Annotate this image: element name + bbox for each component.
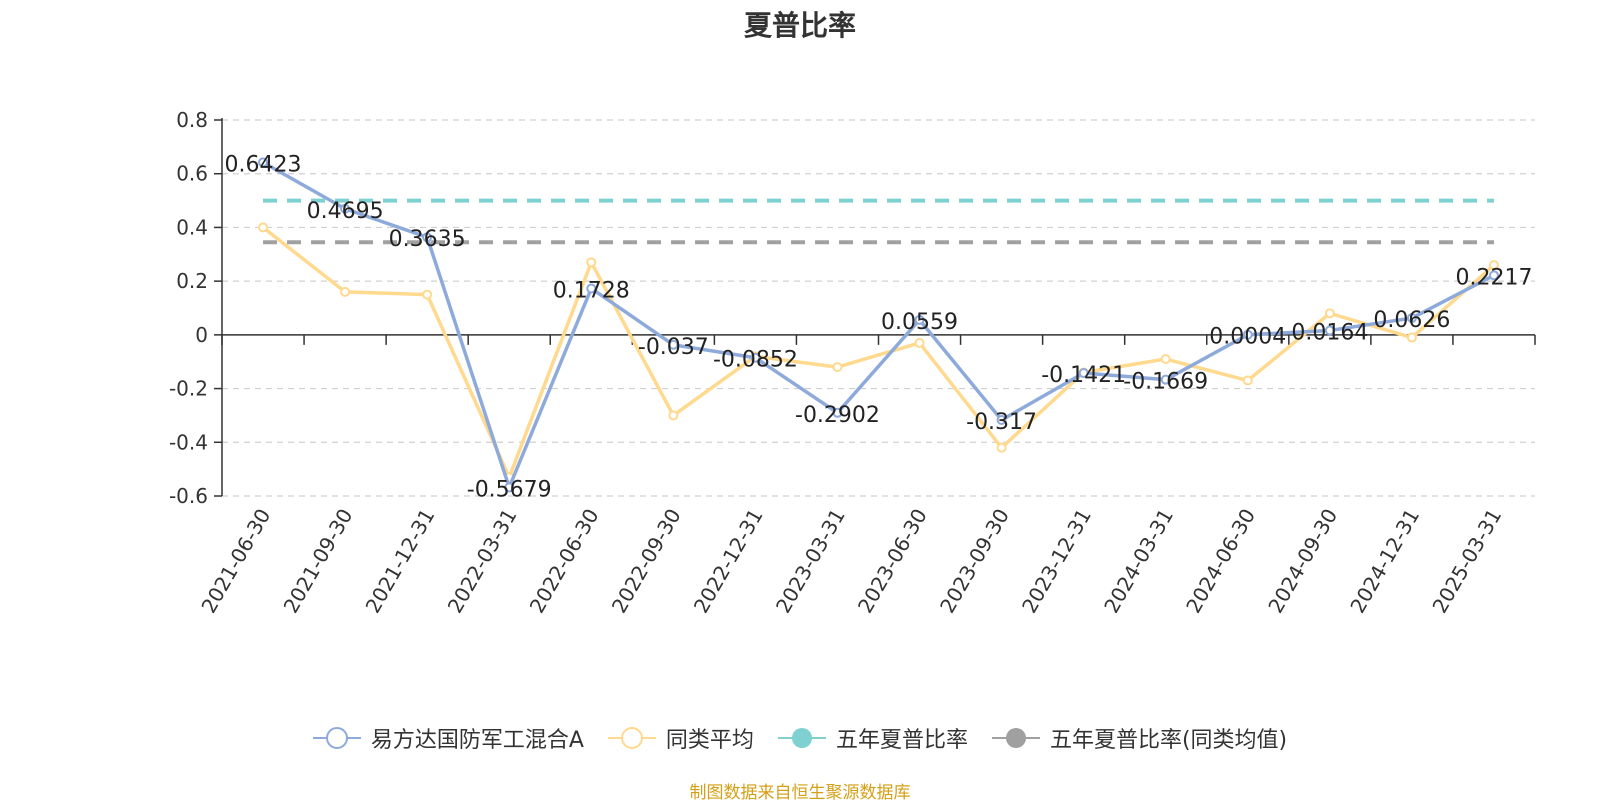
- x-tick-label: 2024-12-31: [1345, 505, 1424, 618]
- data-point: [258, 222, 269, 233]
- y-tick-label: 0: [195, 323, 208, 347]
- legend-item-peer-average[interactable]: 同类平均: [607, 722, 754, 754]
- x-tick-label: 2024-06-30: [1181, 505, 1260, 618]
- y-tick-label: 0.2: [176, 269, 208, 293]
- x-tick-label: 2023-06-30: [853, 505, 932, 618]
- grid-lines: [222, 119, 1535, 497]
- data-point: [914, 337, 925, 348]
- x-tick-label: 2024-09-30: [1263, 505, 1342, 618]
- legend-label: 五年夏普比率(同类均值): [1049, 728, 1288, 753]
- data-point: [668, 410, 679, 421]
- y-tick-label: -0.6: [169, 484, 208, 508]
- data-point: [750, 352, 761, 363]
- x-tick-label: 2022-12-31: [689, 505, 768, 618]
- data-point: [1242, 329, 1253, 340]
- y-tick-label: 0.8: [176, 108, 208, 132]
- data-point: [422, 232, 433, 243]
- data-label: -0.5679: [467, 477, 552, 502]
- series-line: [261, 226, 1496, 479]
- reference-lines: [263, 198, 1494, 245]
- data-point: [1488, 270, 1499, 281]
- data-label: 0.2217: [1455, 265, 1532, 290]
- source-note: 制图数据来自恒生聚源数据库: [689, 783, 911, 803]
- y-tick-label: 0.6: [176, 162, 208, 186]
- series-lines: [258, 157, 1499, 493]
- x-tick-label: 2022-09-30: [607, 505, 686, 618]
- data-point: [1406, 332, 1417, 343]
- data-label: -0.037: [638, 335, 709, 360]
- data-point: [1078, 368, 1089, 379]
- data-point: [1324, 308, 1335, 319]
- legend-open-circle-icon: [312, 727, 361, 749]
- legend-label: 五年夏普比率: [835, 728, 968, 753]
- y-tick-label: -0.2: [169, 377, 208, 401]
- data-label: 0.1728: [553, 278, 630, 303]
- data-label: 0.0004: [1209, 325, 1286, 350]
- data-label: -0.2902: [795, 403, 880, 428]
- legend-label: 同类平均: [665, 728, 754, 753]
- x-tick-label: 2021-12-31: [361, 505, 440, 618]
- data-point: [1406, 313, 1417, 324]
- data-point: [586, 283, 597, 294]
- data-label: -0.317: [966, 410, 1037, 435]
- data-point: [422, 289, 433, 300]
- data-point: [996, 414, 1007, 425]
- data-point: [340, 286, 351, 297]
- data-labels: 0.64230.46950.3635-0.56790.1728-0.037-0.…: [225, 152, 1533, 502]
- data-point: [1324, 325, 1335, 336]
- data-point: [832, 362, 843, 373]
- legend-item-five-year[interactable]: 五年夏普比率: [777, 722, 968, 754]
- data-point: [1160, 374, 1171, 385]
- data-label: -0.1669: [1123, 370, 1208, 395]
- data-point: [668, 339, 679, 350]
- x-tick-label: 2023-09-30: [935, 505, 1014, 618]
- legend-filled-circle-icon: [777, 728, 826, 748]
- data-point: [258, 157, 269, 168]
- data-point: [1160, 354, 1171, 365]
- x-tick-label: 2023-03-31: [771, 505, 850, 618]
- data-point: [832, 407, 843, 418]
- legend: 易方达国防军工混合A 同类平均 五年夏普比率 五年夏普比率(同类均值): [0, 722, 1600, 754]
- data-point: [340, 203, 351, 214]
- legend-filled-circle-icon: [991, 728, 1040, 748]
- x-tick-label: 2025-03-31: [1427, 505, 1506, 618]
- legend-item-five-year-peer[interactable]: 五年夏普比率(同类均值): [991, 722, 1288, 754]
- data-label: 0.0164: [1291, 320, 1368, 345]
- data-label: 0.0626: [1373, 308, 1450, 333]
- data-label: 0.4695: [307, 199, 384, 224]
- data-label: -0.1421: [1041, 363, 1126, 388]
- x-tick-label: 2022-06-30: [525, 505, 604, 618]
- data-point: [996, 442, 1007, 453]
- legend-item-fund[interactable]: 易方达国防军工混合A: [312, 722, 584, 754]
- data-point: [914, 314, 925, 325]
- data-label: 0.3635: [389, 227, 466, 252]
- y-tick-label: 0.4: [176, 215, 208, 239]
- x-tick-label: 2021-09-30: [279, 505, 358, 618]
- data-label: -0.0852: [713, 348, 798, 373]
- legend-open-circle-icon: [607, 727, 656, 749]
- data-point: [504, 482, 515, 493]
- data-point: [586, 257, 597, 268]
- data-label: 0.0559: [881, 310, 958, 335]
- data-label: 0.6423: [225, 152, 302, 177]
- x-tick-label: 2023-12-31: [1017, 505, 1096, 618]
- legend-label: 易方达国防军工混合A: [370, 728, 584, 753]
- y-tick-label: -0.4: [169, 430, 208, 454]
- chart-title: 夏普比率: [743, 9, 856, 42]
- x-tick-label: 2024-03-31: [1099, 505, 1178, 618]
- data-point: [1488, 260, 1499, 271]
- series-line: [262, 160, 1495, 490]
- x-tick-label: 2022-03-31: [443, 505, 522, 618]
- x-tick-label: 2021-06-30: [196, 505, 275, 618]
- data-point: [1242, 375, 1253, 386]
